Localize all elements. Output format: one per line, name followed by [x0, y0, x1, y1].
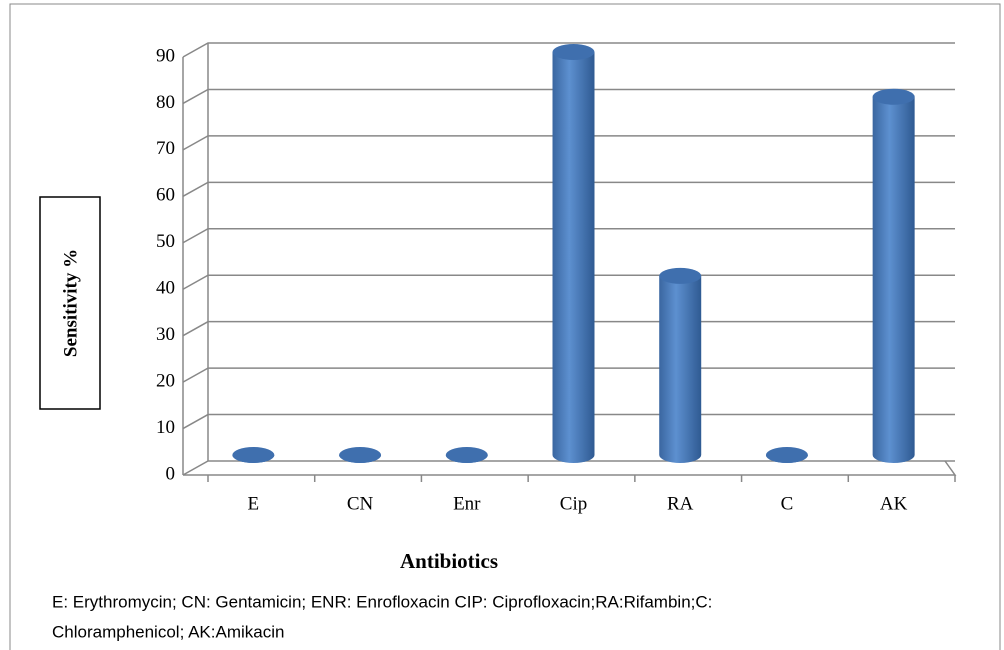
bar-top — [659, 267, 702, 284]
footnote: Chloramphenicol; AK:Amikacin — [52, 622, 284, 641]
x-axis-label: Antibiotics — [400, 549, 498, 573]
y-tick-label: 60 — [156, 185, 175, 206]
grid-line — [182, 181, 955, 197]
x-tick-label: CN — [347, 493, 374, 514]
x-tick-label: AK — [880, 493, 908, 514]
footnote: E: Erythromycin; CN: Gentamicin; ENR: En… — [52, 592, 712, 611]
y-tick-label: 20 — [156, 370, 175, 391]
bar-top — [872, 88, 915, 105]
bar-body — [659, 275, 702, 463]
grid-line — [182, 228, 955, 244]
bar — [339, 447, 382, 463]
y-tick-label: 30 — [156, 324, 175, 345]
grid-line — [182, 42, 955, 58]
grid-line — [182, 88, 955, 105]
bar — [659, 267, 702, 463]
y-axis-label: Sensitivity % — [60, 249, 81, 357]
x-tick-label: RA — [667, 493, 694, 514]
bar-top — [552, 44, 595, 60]
y-tick-label: 90 — [156, 45, 175, 66]
grid-line — [182, 460, 955, 476]
y-tick-label: 70 — [156, 138, 175, 159]
bar-top — [232, 447, 275, 463]
bar-top — [765, 447, 808, 463]
grid-line — [182, 320, 955, 337]
bar — [232, 447, 275, 463]
x-tick-label: C — [781, 493, 794, 514]
bar-top — [445, 447, 488, 463]
bar-body — [552, 52, 595, 463]
y-tick-label: 80 — [156, 92, 175, 113]
bar-body — [872, 96, 915, 464]
grid-line — [182, 135, 955, 151]
y-tick-label: 10 — [156, 417, 175, 438]
y-label-box — [39, 196, 101, 410]
x-tick-label: Enr — [453, 493, 481, 514]
grid-line — [182, 367, 955, 383]
bar — [552, 44, 595, 463]
x-tick-label: Cip — [560, 493, 587, 514]
x-tick-label: E — [248, 493, 260, 514]
bar-top — [339, 447, 382, 463]
grid-line — [182, 274, 955, 290]
y-tick-label: 0 — [166, 463, 176, 484]
y-tick-label: 50 — [156, 231, 175, 252]
bar — [872, 88, 915, 464]
floor — [183, 460, 957, 476]
y-tick-label: 40 — [156, 278, 175, 299]
grid-line — [182, 413, 955, 430]
bar — [765, 447, 808, 463]
bar — [445, 447, 488, 463]
frame — [9, 3, 1001, 650]
